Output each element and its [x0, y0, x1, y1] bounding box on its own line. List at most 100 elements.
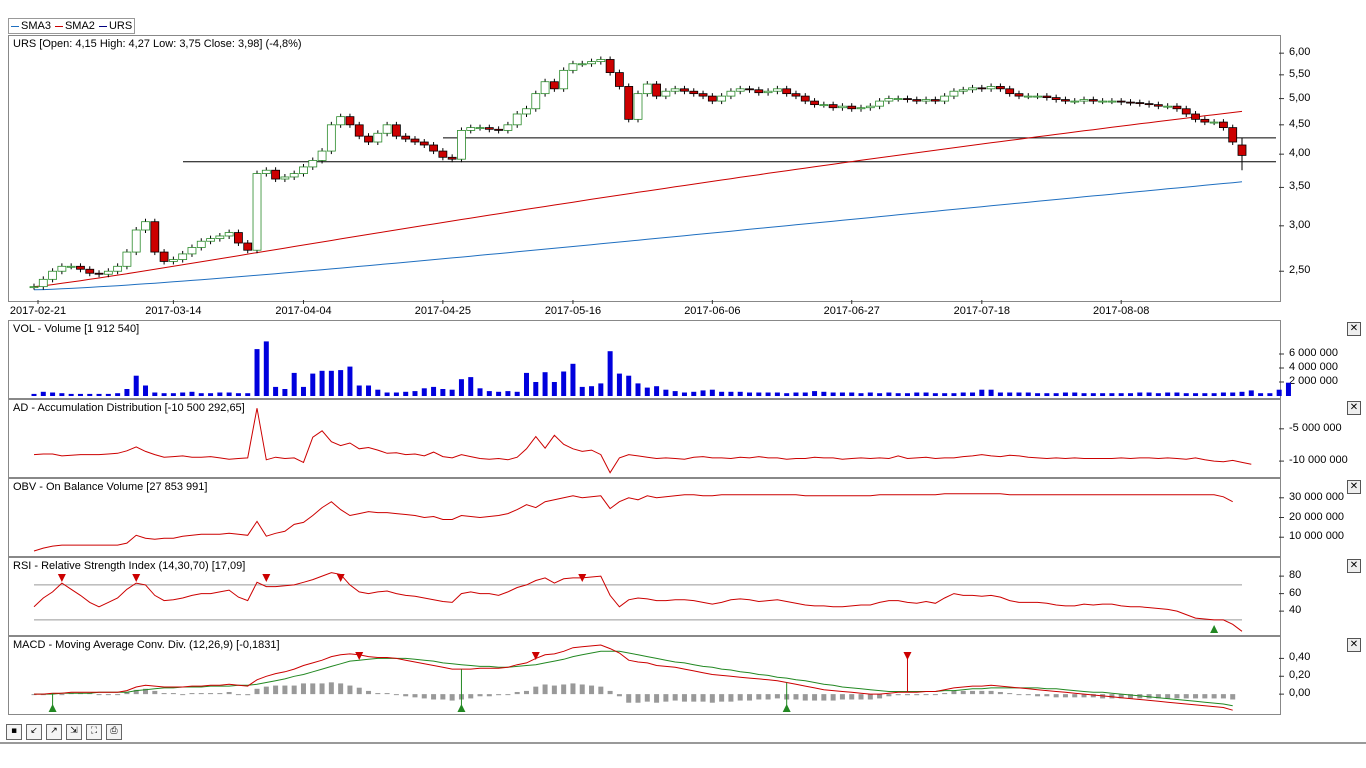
candle-body	[475, 127, 485, 130]
volume-bar	[747, 392, 753, 396]
macd-histogram-bar	[338, 683, 344, 695]
macd-histogram-bar	[152, 690, 158, 695]
volume-bar	[1100, 393, 1106, 396]
rsi-panel[interactable]: RSI - Relative Strength Index (14,30,70)…	[8, 557, 1281, 636]
x-tick-label: 2017-07-18	[953, 305, 1010, 317]
volume-panel[interactable]: VOL - Volume [1 912 540]	[8, 320, 1281, 399]
volume-bar	[245, 393, 251, 396]
candle-body	[48, 270, 57, 280]
legend-item-urs: URS	[98, 20, 132, 32]
close-rsi-panel-button[interactable]: ✕	[1347, 559, 1361, 573]
x-tick-label: 2017-02-21	[9, 305, 67, 317]
candle-body	[113, 265, 123, 272]
volume-bar	[561, 371, 567, 396]
macd-histogram-bar	[273, 685, 279, 695]
macd-histogram-bar	[1044, 694, 1050, 697]
volume-bar	[988, 389, 994, 396]
macd-histogram-bar	[1081, 694, 1087, 698]
macd-histogram-bar	[105, 694, 111, 696]
macd-histogram-bar	[867, 694, 873, 700]
candle-body	[968, 87, 977, 91]
horizontal-scrollbar[interactable]	[0, 742, 1366, 744]
macd-histogram-bar	[616, 694, 622, 697]
volume-bar	[115, 393, 121, 396]
price-panel[interactable]: URS [Open: 4,15 High: 4,27 Low: 3,75 Clo…	[8, 35, 1281, 302]
candle-body	[308, 160, 318, 168]
volume-bar	[328, 370, 334, 396]
indicator-line	[33, 493, 1233, 552]
zoom-in-button[interactable]: ↙	[26, 724, 42, 740]
print-button[interactable]: ⎙	[106, 724, 122, 740]
volume-bar	[812, 391, 818, 396]
macd-histogram-bar	[970, 690, 976, 695]
candle-body	[224, 232, 234, 237]
candle-body	[568, 63, 578, 71]
macd-histogram-bar	[570, 683, 576, 695]
ad-panel[interactable]: AD - Accumulation Distribution [-10 500 …	[8, 399, 1281, 478]
rsi-y-tick-label: 40	[1289, 604, 1302, 617]
candle-body	[930, 99, 940, 102]
macd-panel-title: MACD - Moving Average Conv. Div. (12,26,…	[13, 639, 280, 651]
candle-body	[234, 232, 243, 244]
candle-body	[38, 278, 48, 288]
close-ad-panel-button[interactable]: ✕	[1347, 401, 1361, 415]
price-y-tick-label: 4,00	[1289, 147, 1311, 160]
y-tick-label: 20 000 000	[1289, 510, 1345, 523]
close-icon: ✕	[1349, 323, 1359, 334]
volume-bar	[616, 373, 622, 396]
candle-body	[996, 86, 1005, 90]
candle-body	[206, 238, 215, 242]
candle-body	[1042, 95, 1052, 98]
candle-body	[726, 90, 736, 97]
candle-body	[354, 124, 364, 137]
save-button[interactable]: ▪	[6, 724, 22, 740]
candle-body	[838, 105, 847, 109]
volume-bar	[821, 391, 827, 396]
volume-bar	[375, 389, 381, 396]
macd-histogram-bar	[812, 694, 818, 701]
candle-body	[605, 59, 615, 73]
macd-sell-marker	[355, 652, 364, 660]
chart-canvas	[29, 52, 1291, 712]
candle-body	[921, 99, 931, 102]
volume-bar	[143, 385, 149, 396]
macd-histogram-bar	[886, 694, 892, 697]
macd-buy-marker	[782, 704, 791, 712]
macd-histogram-bar	[691, 694, 697, 702]
close-macd-panel-button[interactable]: ✕	[1347, 638, 1361, 652]
candle-body	[373, 132, 383, 143]
candle-body	[196, 240, 206, 248]
volume-bar	[124, 389, 130, 396]
candle-body	[94, 272, 104, 275]
macd-signal-line	[34, 650, 1233, 707]
close-obv-panel-button[interactable]: ✕	[1347, 480, 1361, 494]
fit-button[interactable]: ⛶	[86, 724, 102, 740]
volume-bar	[542, 372, 548, 396]
macd-panel[interactable]: MACD - Moving Average Conv. Div. (12,26,…	[8, 636, 1281, 715]
macd-histogram-bar	[1118, 694, 1124, 699]
candle-body	[280, 176, 290, 180]
candle-body	[800, 95, 810, 102]
candle-body	[1126, 101, 1135, 104]
candle-body	[401, 135, 411, 140]
candle-body	[661, 90, 671, 97]
volume-bar	[802, 392, 808, 396]
obv-panel[interactable]: OBV - On Balance Volume [27 853 991]	[8, 478, 1281, 557]
close-volume-panel-button[interactable]: ✕	[1347, 322, 1361, 336]
x-tick-label: 2017-06-06	[684, 305, 741, 317]
macd-histogram-bar	[180, 694, 186, 696]
zoom-out-icon: ↗	[50, 726, 58, 736]
macd-y-tick-label: 0,20	[1289, 669, 1311, 682]
volume-bar	[273, 386, 279, 396]
volume-bar	[421, 388, 427, 396]
volume-bar	[263, 341, 269, 396]
macd-histogram-bar	[319, 683, 325, 695]
zoom-reset-button[interactable]: ⇲	[66, 724, 82, 740]
macd-histogram-bar	[709, 694, 715, 703]
macd-histogram-bar	[728, 694, 734, 702]
zoom-out-button[interactable]: ↗	[46, 724, 62, 740]
candle-body	[150, 221, 160, 253]
candle-body	[763, 90, 773, 94]
macd-histogram-bar	[1202, 694, 1208, 699]
x-tick-label: 2017-03-14	[145, 305, 202, 317]
